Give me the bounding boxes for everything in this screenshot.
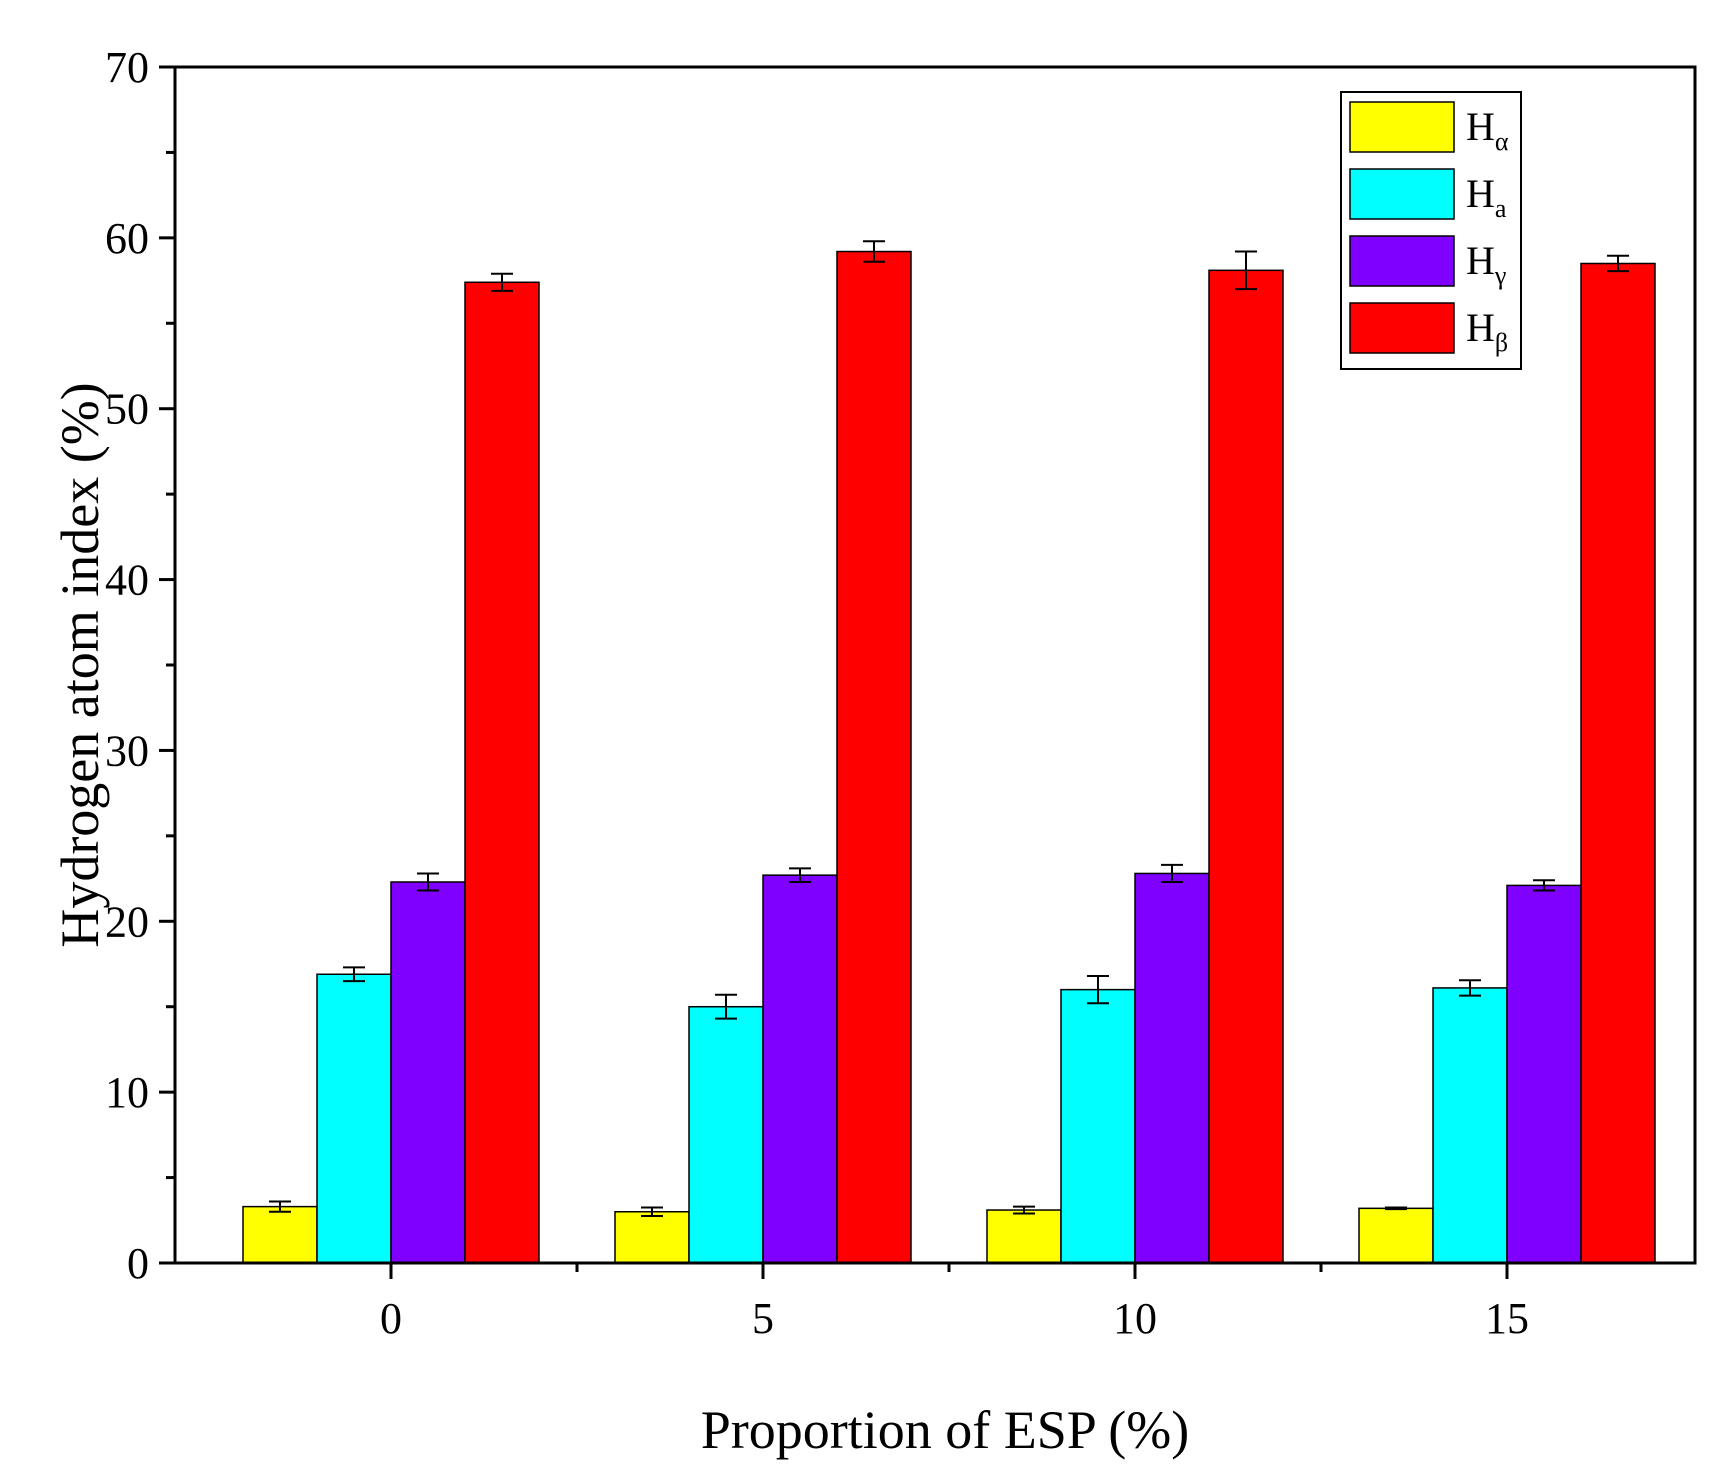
y-tick-label: 40 [105, 556, 149, 605]
bar-α-15 [1358, 1207, 1434, 1264]
legend-label-α: Hα [1466, 104, 1509, 156]
legend-label-a: Ha [1466, 171, 1507, 223]
bar-a-10 [1060, 988, 1136, 1264]
bar-γ-5 [762, 874, 838, 1264]
legend-swatch-a [1349, 168, 1455, 220]
y-tick-label: 0 [127, 1239, 149, 1288]
y-tick-label: 60 [105, 214, 149, 263]
bar-α-0 [242, 1205, 318, 1264]
bar-β-10 [1208, 269, 1284, 1264]
x-tick-label: 5 [752, 1294, 774, 1343]
bar-α-10 [986, 1209, 1062, 1264]
bar-β-0 [464, 281, 540, 1264]
bar-α-5 [614, 1210, 690, 1264]
bar-γ-15 [1506, 884, 1582, 1264]
x-tick-label: 0 [380, 1294, 402, 1343]
bar-β-5 [836, 250, 912, 1264]
bar-a-5 [688, 1005, 764, 1264]
y-tick-label: 50 [105, 385, 149, 434]
bars-layer [242, 250, 1656, 1264]
bar-γ-0 [390, 881, 466, 1264]
bar-β-15 [1580, 262, 1656, 1264]
bar-a-15 [1432, 987, 1508, 1264]
x-tick-label: 15 [1485, 1294, 1529, 1343]
y-axis-title: Hydrogen atom index (%) [50, 382, 110, 947]
y-tick-label: 20 [105, 897, 149, 946]
x-tick-label: 10 [1113, 1294, 1157, 1343]
legend-swatch-α [1349, 101, 1455, 153]
bar-a-0 [316, 973, 392, 1264]
bar-γ-10 [1134, 872, 1210, 1264]
legend-label-γ: Hγ [1466, 238, 1506, 290]
legend-label-β: Hβ [1466, 305, 1508, 357]
legend: Hα Ha Hγ Hβ [1340, 91, 1522, 370]
y-tick-label: 30 [105, 726, 149, 775]
y-tick-label: 70 [105, 43, 149, 92]
legend-swatch-β [1349, 302, 1455, 354]
x-axis-title: Proportion of ESP (%) [701, 1400, 1189, 1460]
error-bars-layer [269, 240, 1629, 1218]
y-tick-label: 10 [105, 1068, 149, 1117]
y-axis: 0 10 20 30 40 50 60 70 [105, 43, 175, 1288]
legend-swatch-γ [1349, 235, 1455, 287]
x-axis: 0 5 10 15 [380, 1263, 1529, 1343]
